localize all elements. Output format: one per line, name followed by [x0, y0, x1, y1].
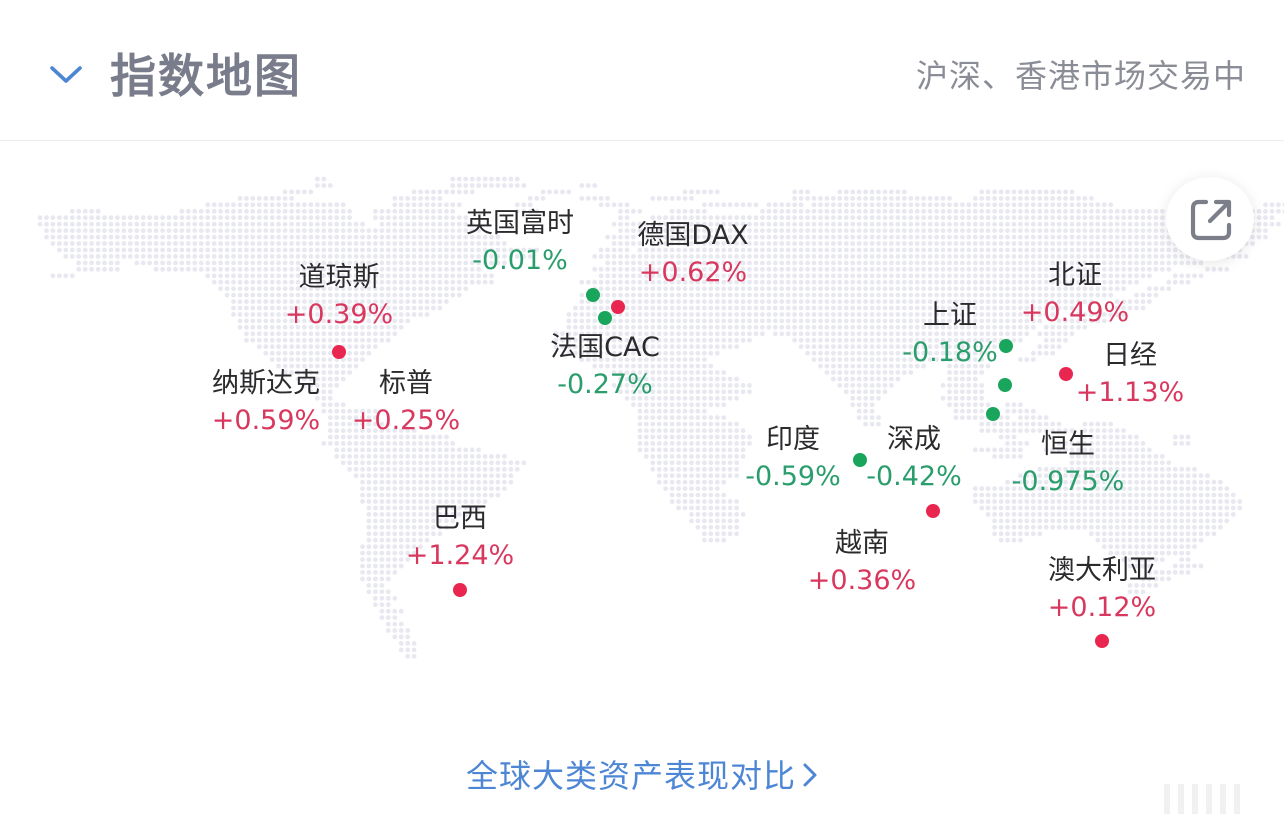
index-marker[interactable]: [332, 345, 346, 359]
index-marker[interactable]: [926, 504, 940, 518]
chevron-right-icon: [803, 763, 817, 787]
index-change: -0.01%: [472, 245, 568, 276]
index-label[interactable]: 道琼斯 +0.39%: [285, 260, 393, 334]
index-label[interactable]: 德国DAX +0.62%: [637, 218, 748, 292]
global-asset-comparison-link[interactable]: 全球大类资产表现对比: [0, 752, 1284, 800]
world-dot-map: [37, 176, 1284, 659]
index-marker[interactable]: [1059, 367, 1073, 381]
index-change: +0.25%: [351, 405, 461, 436]
index-name: 日经: [1103, 340, 1157, 371]
index-label[interactable]: 北证 +0.49%: [1021, 258, 1129, 332]
index-label[interactable]: 越南 +0.36%: [808, 526, 916, 600]
index-marker[interactable]: [853, 453, 867, 467]
index-label[interactable]: 日经 +1.13%: [1076, 338, 1184, 412]
index-change: +0.62%: [638, 257, 748, 288]
index-marker[interactable]: [453, 583, 467, 597]
index-name: 德国DAX: [637, 220, 749, 251]
index-label[interactable]: 纳斯达克 +0.59%: [212, 366, 320, 440]
index-marker[interactable]: [586, 288, 600, 302]
index-marker[interactable]: [611, 300, 625, 314]
index-label[interactable]: 印度 -0.59%: [745, 422, 841, 496]
index-label[interactable]: 上证 -0.18%: [902, 298, 998, 372]
index-change: +0.39%: [284, 299, 394, 330]
chevron-down-icon[interactable]: [48, 62, 84, 86]
index-marker[interactable]: [1095, 634, 1109, 648]
watermark: [1164, 784, 1264, 814]
index-marker[interactable]: [986, 407, 1000, 421]
index-change: +0.49%: [1020, 297, 1130, 328]
index-name: 巴西: [433, 503, 487, 534]
index-change: -0.42%: [866, 461, 962, 492]
index-name: 标普: [379, 368, 433, 399]
index-name: 纳斯达克: [212, 368, 320, 399]
index-change: +0.59%: [211, 405, 321, 436]
index-change: -0.975%: [1011, 466, 1125, 497]
header: 指数地图 沪深、香港市场交易中: [0, 0, 1284, 141]
index-name: 深成: [886, 424, 941, 455]
index-name: 越南: [835, 528, 889, 559]
index-marker[interactable]: [598, 311, 612, 325]
index-name: 上证: [922, 300, 977, 331]
index-name: 恒生: [1040, 429, 1095, 460]
index-label[interactable]: 法国CAC -0.27%: [550, 330, 660, 404]
index-change: +0.36%: [807, 565, 917, 596]
link-label: 全球大类资产表现对比: [465, 757, 796, 795]
index-name: 印度: [765, 424, 820, 455]
index-marker[interactable]: [999, 339, 1013, 353]
index-label[interactable]: 标普 +0.25%: [352, 366, 460, 440]
index-label[interactable]: 巴西 +1.24%: [406, 501, 514, 575]
index-marker[interactable]: [998, 378, 1012, 392]
index-name: 道琼斯: [298, 262, 380, 293]
index-label[interactable]: 恒生 -0.975%: [1012, 427, 1125, 501]
share-button[interactable]: [1166, 177, 1254, 261]
index-change: -0.27%: [557, 369, 653, 400]
index-change: -0.18%: [902, 337, 998, 368]
index-label[interactable]: 英国富时 -0.01%: [466, 206, 574, 280]
index-name: 澳大利亚: [1048, 555, 1156, 586]
index-change: +1.13%: [1075, 377, 1185, 408]
index-change: +1.24%: [405, 540, 515, 571]
index-name: 法国CAC: [550, 332, 660, 363]
index-name: 英国富时: [466, 208, 574, 239]
index-change: -0.59%: [745, 461, 841, 492]
market-status: 沪深、香港市场交易中: [915, 57, 1246, 95]
index-label[interactable]: 澳大利亚 +0.12%: [1048, 553, 1156, 627]
page-title[interactable]: 指数地图: [110, 49, 302, 103]
index-name: 北证: [1048, 260, 1102, 291]
index-label[interactable]: 深成 -0.42%: [866, 422, 962, 496]
index-change: +0.12%: [1047, 592, 1157, 623]
index-map: 道琼斯 +0.39% 纳斯达克 +0.59% 标普 +0.25% 英国富时 -0.01% 德国D…: [0, 141, 1284, 761]
external-link-icon: [1190, 199, 1232, 241]
